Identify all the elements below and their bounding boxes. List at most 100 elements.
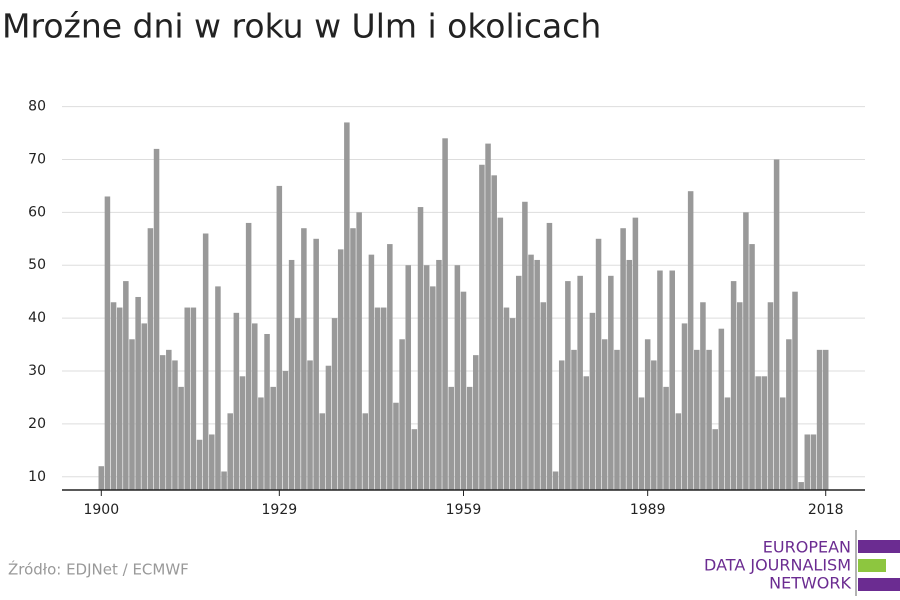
bar [233, 312, 240, 490]
logo-text: DATA JOURNALISM [704, 556, 851, 575]
y-tick-label: 80 [28, 99, 46, 115]
bar [141, 323, 148, 490]
bar [331, 318, 338, 490]
bar [252, 323, 258, 490]
x-tick-label: 1989 [630, 502, 666, 518]
bar [792, 291, 798, 490]
bar [239, 376, 246, 490]
bar [798, 482, 804, 490]
bar [730, 281, 737, 490]
bar [350, 228, 356, 490]
bar [503, 307, 510, 490]
bar [362, 413, 369, 490]
bar [810, 434, 817, 490]
bar [669, 270, 675, 490]
bar [215, 286, 221, 490]
bar [651, 360, 657, 490]
bar [178, 386, 184, 490]
bar [380, 307, 387, 490]
bar [644, 339, 651, 490]
bar [608, 275, 614, 490]
bar [159, 355, 166, 490]
x-tick-label: 2018 [808, 502, 844, 518]
bar [294, 318, 301, 490]
bar [565, 281, 571, 490]
bar [786, 339, 792, 490]
bar [779, 397, 786, 490]
bar [172, 360, 178, 490]
bar [270, 386, 276, 490]
bar [417, 207, 424, 490]
bar [147, 228, 154, 490]
bar [681, 323, 688, 490]
bar [632, 217, 639, 491]
bar [374, 307, 381, 490]
bar [736, 302, 743, 490]
bar [209, 434, 215, 490]
source: Źródło: EDJNet / ECMWF [8, 560, 189, 579]
bar [473, 355, 479, 490]
bar [221, 471, 227, 490]
bar [773, 159, 780, 491]
bar [135, 296, 141, 490]
bar [528, 254, 534, 490]
bar [706, 349, 712, 490]
bar [558, 360, 565, 490]
bar [552, 471, 559, 490]
x-tick-label: 1959 [446, 502, 482, 518]
bar [276, 185, 283, 490]
bar [743, 212, 749, 490]
bar [626, 259, 633, 490]
bar [491, 175, 497, 490]
bar [804, 434, 811, 490]
y-tick-label: 30 [28, 363, 46, 379]
bar [724, 397, 731, 490]
y-tick-label: 10 [28, 469, 46, 485]
bar [620, 228, 626, 490]
bar [546, 222, 553, 490]
bar [718, 328, 725, 490]
bar [485, 143, 491, 490]
bar [442, 138, 448, 491]
bar [116, 307, 123, 490]
bar [540, 302, 547, 490]
bar [712, 429, 718, 490]
bar [405, 265, 412, 490]
bar [755, 376, 761, 490]
bar [515, 275, 522, 490]
bar [663, 386, 669, 490]
bar [104, 196, 111, 490]
bar [98, 466, 105, 490]
bar [454, 265, 461, 490]
bar [301, 228, 307, 490]
bar [123, 281, 129, 490]
logo-text: EUROPEAN [763, 538, 851, 557]
bar [387, 244, 393, 490]
x-tick-label: 1900 [83, 502, 119, 518]
logo-text: NETWORK [769, 574, 851, 593]
bar [589, 312, 596, 490]
bar [749, 244, 755, 490]
bar [509, 318, 516, 490]
bar [129, 339, 135, 490]
bar [337, 249, 344, 490]
bar [227, 413, 233, 490]
bar [423, 265, 430, 490]
bar [264, 333, 270, 490]
bar [325, 365, 332, 490]
bar [816, 349, 823, 490]
bar [638, 397, 645, 490]
bar [761, 376, 768, 490]
bar [110, 302, 117, 490]
bar [700, 302, 706, 490]
y-tick-label: 50 [28, 257, 46, 273]
y-tick-label: 70 [28, 151, 46, 167]
bar [577, 275, 583, 490]
bar [356, 212, 362, 490]
bar [393, 402, 399, 490]
bar [601, 339, 608, 490]
bar [166, 349, 172, 490]
bar [307, 360, 313, 490]
bar [583, 376, 590, 490]
